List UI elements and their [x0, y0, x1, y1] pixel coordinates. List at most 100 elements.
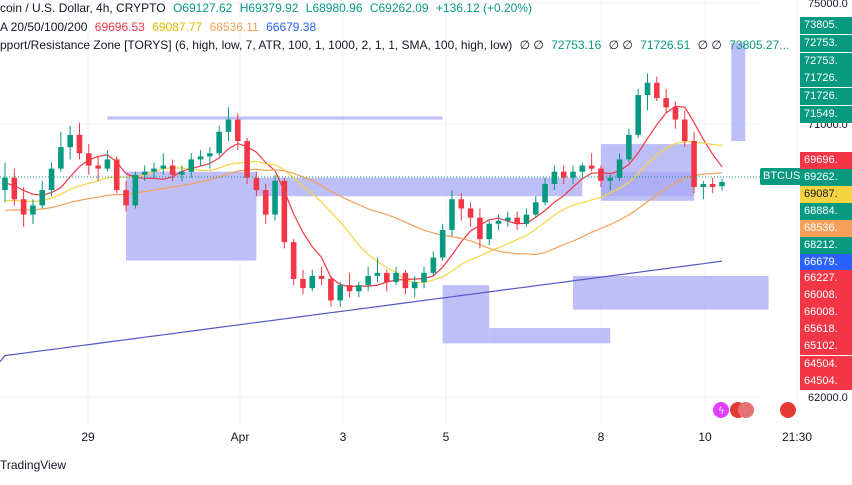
candle-76 — [709, 183, 716, 188]
x-tick-label-0: 29 — [81, 430, 95, 444]
zone-null-3: ∅ ∅ — [697, 38, 722, 52]
brand-footer: TradingView — [0, 458, 67, 472]
price-label-18: 64504. — [800, 356, 852, 373]
candle-55 — [514, 217, 520, 224]
candle-59 — [551, 171, 558, 184]
price-label-1: 72753. — [800, 35, 852, 52]
candle-44 — [411, 282, 418, 289]
price-label-11: 68212. — [800, 237, 852, 254]
candle-66 — [616, 159, 623, 178]
candle-56 — [523, 214, 530, 224]
ma50-value: 69087.77 — [152, 20, 203, 34]
x-tick-label-5: 10 — [698, 430, 712, 444]
zone-value-1: 72753.16 — [551, 38, 602, 52]
event-icons[interactable]: ϟ — [713, 402, 796, 418]
zone-2 — [107, 116, 443, 120]
candle-28 — [262, 190, 269, 215]
price-label-5: 71549. — [800, 106, 852, 123]
candle-68 — [635, 95, 641, 135]
candle-6 — [58, 147, 64, 169]
candle-26 — [244, 141, 250, 178]
price-label-19: 64504. — [800, 373, 852, 390]
candle-75 — [700, 183, 707, 188]
candle-19 — [179, 171, 185, 175]
candle-17 — [160, 165, 167, 169]
candle-71 — [663, 98, 669, 108]
y-tick-label-2: 62000.0 — [808, 392, 848, 404]
candle-21 — [197, 156, 204, 160]
candle-61 — [570, 171, 576, 178]
candle-10 — [95, 165, 101, 169]
x-tick-label-1: Apr — [231, 430, 250, 444]
symbol-title: coin / U.S. Dollar, 4h, CRYPTO — [0, 1, 166, 15]
candle-20 — [188, 159, 195, 172]
candle-65 — [607, 177, 614, 181]
zone-value-3: 73805.27... — [729, 38, 790, 52]
x-tick-label-2: 3 — [340, 430, 347, 444]
candle-5 — [48, 168, 55, 191]
candle-46 — [430, 257, 437, 273]
candle-70 — [654, 82, 660, 99]
candle-18 — [169, 165, 176, 175]
candle-64 — [598, 168, 604, 181]
header-line-3: pport/Resistance Zone [TORYS] (6, high, … — [0, 38, 793, 52]
candle-37 — [346, 285, 353, 292]
candle-4 — [39, 190, 46, 206]
us-flag-icon-3[interactable] — [780, 402, 796, 418]
zone-0 — [126, 171, 257, 261]
price-label-9: 68884. — [800, 203, 852, 220]
price-label-16: 65618. — [800, 321, 852, 338]
ma100-value: 68536.11 — [209, 20, 259, 34]
candle-42 — [393, 272, 399, 283]
candle-3 — [30, 205, 36, 215]
candle-23 — [216, 131, 222, 154]
price-label-13: 66227. — [800, 270, 852, 287]
candle-74 — [691, 141, 697, 188]
ma200-value: 66679.38 — [266, 20, 317, 34]
price-label-15: 66008. — [800, 304, 852, 321]
candle-39 — [365, 275, 371, 286]
price-label-17: 65102. — [800, 338, 852, 355]
candles — [2, 73, 725, 307]
candle-57 — [532, 202, 539, 215]
zone-3 — [731, 42, 746, 142]
x-tick-label-6: 21:30 — [782, 430, 812, 444]
candle-51 — [477, 217, 483, 240]
zone-5 — [600, 171, 695, 197]
candle-30 — [281, 180, 288, 243]
header-line-2: A 20/50/100/200 69696.53 69087.77 68536.… — [0, 20, 320, 34]
candle-34 — [318, 275, 325, 279]
ma-label: A 20/50/100/200 — [0, 20, 88, 34]
zone-value-2: 71726.51 — [640, 38, 691, 52]
candle-47 — [439, 229, 446, 258]
candle-32 — [300, 278, 306, 289]
candle-25 — [234, 119, 241, 142]
price-label-7: 69262. — [800, 169, 852, 186]
candle-60 — [560, 171, 567, 178]
zone-8 — [573, 275, 769, 310]
candle-72 — [672, 107, 679, 120]
candle-24 — [225, 119, 232, 132]
price-label-12: 66679. — [800, 254, 852, 271]
candle-31 — [290, 242, 297, 279]
candle-7 — [67, 134, 73, 148]
us-flag-icon-2[interactable] — [738, 402, 754, 418]
candle-43 — [402, 272, 409, 289]
price-label-10: 68536. — [800, 220, 852, 237]
candle-29 — [272, 180, 278, 215]
candle-67 — [626, 134, 632, 160]
candle-58 — [542, 183, 548, 203]
lightning-event-icon[interactable] — [713, 402, 729, 418]
high-value: H69379.92 — [239, 1, 299, 15]
svg-text:ϟ: ϟ — [718, 406, 725, 417]
zone-null-2: ∅ ∅ — [608, 38, 633, 52]
change-value: +136.12 (+0.20%) — [435, 1, 532, 15]
candle-11 — [104, 159, 111, 169]
close-value: C69262.09 — [369, 1, 429, 15]
y-tick-label-0: 75000.0 — [808, 0, 848, 10]
candle-69 — [644, 82, 651, 96]
ma50-line — [4, 140, 723, 284]
candle-38 — [356, 285, 362, 292]
support-resistance-zones — [107, 42, 769, 344]
